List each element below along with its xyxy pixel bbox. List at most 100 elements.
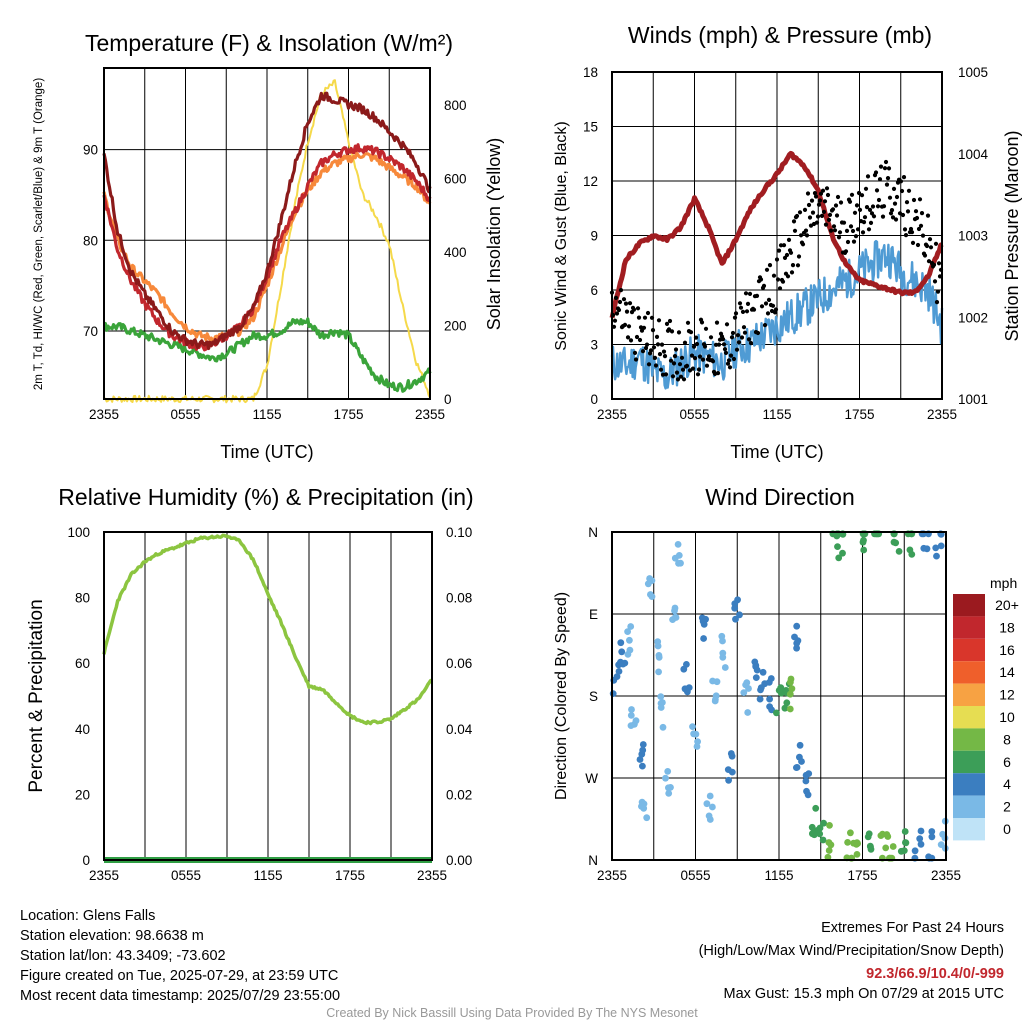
wind-gust-point [721, 342, 727, 347]
dir-point [928, 828, 936, 835]
dir-point [767, 675, 775, 682]
wind-gust-point [694, 341, 700, 347]
temp-y-tick-label: 80 [83, 233, 98, 248]
wind-gust-point [819, 213, 825, 218]
dir-point [791, 633, 798, 641]
wind-gust-point [789, 270, 795, 275]
dir-point [793, 639, 801, 647]
wind-gust-point [692, 356, 698, 361]
temp-series-hi [102, 91, 432, 351]
wind-gust-point [732, 315, 738, 320]
wind-y-axis-label: Sonic Wind & Gust (Blue, Black) [553, 121, 570, 350]
wind-gust-point [739, 335, 745, 340]
dir-point [844, 839, 851, 846]
dir-point [900, 847, 908, 854]
wind-gust-point [659, 342, 665, 347]
dir-point [796, 741, 804, 749]
wind-gust-point [627, 301, 633, 306]
wind-gust-point [920, 233, 926, 238]
rh-frame [103, 531, 433, 861]
wind-gust-point [656, 318, 662, 323]
temp-y-tick-label: 90 [83, 143, 98, 158]
wind-gust-point [645, 310, 651, 316]
wind-gust-point [833, 203, 839, 208]
wind-gust-point [774, 257, 780, 262]
dir-point [654, 638, 662, 646]
dir-point [736, 611, 743, 619]
wind-gust-point [672, 354, 678, 359]
dir-point [719, 637, 726, 645]
wind-gust-point [870, 204, 876, 209]
wind-gust-point [722, 347, 728, 352]
wind-gust-point [713, 342, 719, 347]
wind-gust-point [932, 279, 938, 284]
colorbar-swatch [953, 818, 985, 841]
dir-point [627, 722, 635, 729]
wind-gust-point [851, 239, 857, 244]
dir-point [827, 841, 835, 849]
wind-gust-point [737, 301, 743, 306]
wind-gust-point [699, 320, 705, 325]
wind-gust-point [644, 342, 650, 347]
wind-gust-point [742, 330, 748, 335]
rh-x-tick-label: 2355 [417, 868, 447, 883]
direction-title: Wind Direction [705, 484, 855, 510]
colorbar-title: mph [990, 575, 1017, 591]
wind-gust-point [702, 344, 708, 349]
dir-point [884, 833, 892, 840]
wind-x-tick-label: 2355 [927, 407, 957, 422]
wind-gust-point [805, 191, 811, 196]
wind-gust-point [710, 359, 716, 364]
wind-gust-point [868, 220, 874, 225]
wind-gust-point [831, 224, 837, 229]
wind-y-tick-label: 18 [583, 65, 598, 80]
wind-gust-point [836, 235, 842, 240]
wind-gust-point [751, 307, 757, 312]
dir-point [703, 800, 711, 808]
dir-point [640, 804, 648, 812]
wind-gust-point [726, 358, 732, 363]
wind-gust-point [780, 279, 786, 284]
dir-point [906, 546, 914, 554]
wind-gust-point [651, 345, 657, 350]
wind-gust-point [918, 223, 924, 228]
location-text: Location: Glens Falls [20, 908, 156, 924]
wind-gust-point [646, 362, 652, 367]
wind-gust-point [691, 344, 697, 349]
dir-point [916, 835, 924, 843]
dir-y-tick-label: N [588, 525, 598, 540]
dir-point [788, 685, 796, 693]
wind-gust-point [766, 297, 772, 302]
wind-gust-point [748, 341, 754, 346]
wind-gust-point [915, 242, 921, 248]
wind-gust-point [817, 198, 823, 203]
rh-y-tick-label: 60 [75, 656, 90, 671]
wind-gust-point [734, 347, 740, 352]
dir-point [759, 668, 767, 676]
wind-gust-point [877, 177, 883, 182]
dir-point [810, 831, 818, 839]
colorbar-label: 14 [999, 664, 1015, 680]
wind-gust-point [882, 166, 888, 171]
temp-y2-tick-label: 800 [444, 98, 467, 113]
wind-gust-point [835, 194, 841, 200]
wind-gust-point [867, 207, 873, 212]
dir-point [766, 695, 773, 703]
wind-gust-point [820, 188, 826, 193]
dir-point [825, 847, 833, 854]
dir-point [721, 664, 729, 671]
dir-point [734, 596, 741, 604]
dir-point [740, 689, 748, 696]
wind-gust-point [854, 203, 860, 208]
dir-point [646, 575, 653, 582]
wind-gust-point [837, 230, 843, 235]
dir-point [816, 824, 824, 832]
colorbar-label: 2 [1003, 799, 1011, 815]
wind-series-pressure [609, 150, 944, 319]
wind-gust-point [863, 186, 869, 191]
dir-y-tick-label: S [589, 689, 598, 704]
wind-gust-point [810, 210, 816, 215]
wind-gust-point [636, 315, 642, 320]
dir-point [644, 580, 652, 588]
dir-point [854, 840, 861, 847]
